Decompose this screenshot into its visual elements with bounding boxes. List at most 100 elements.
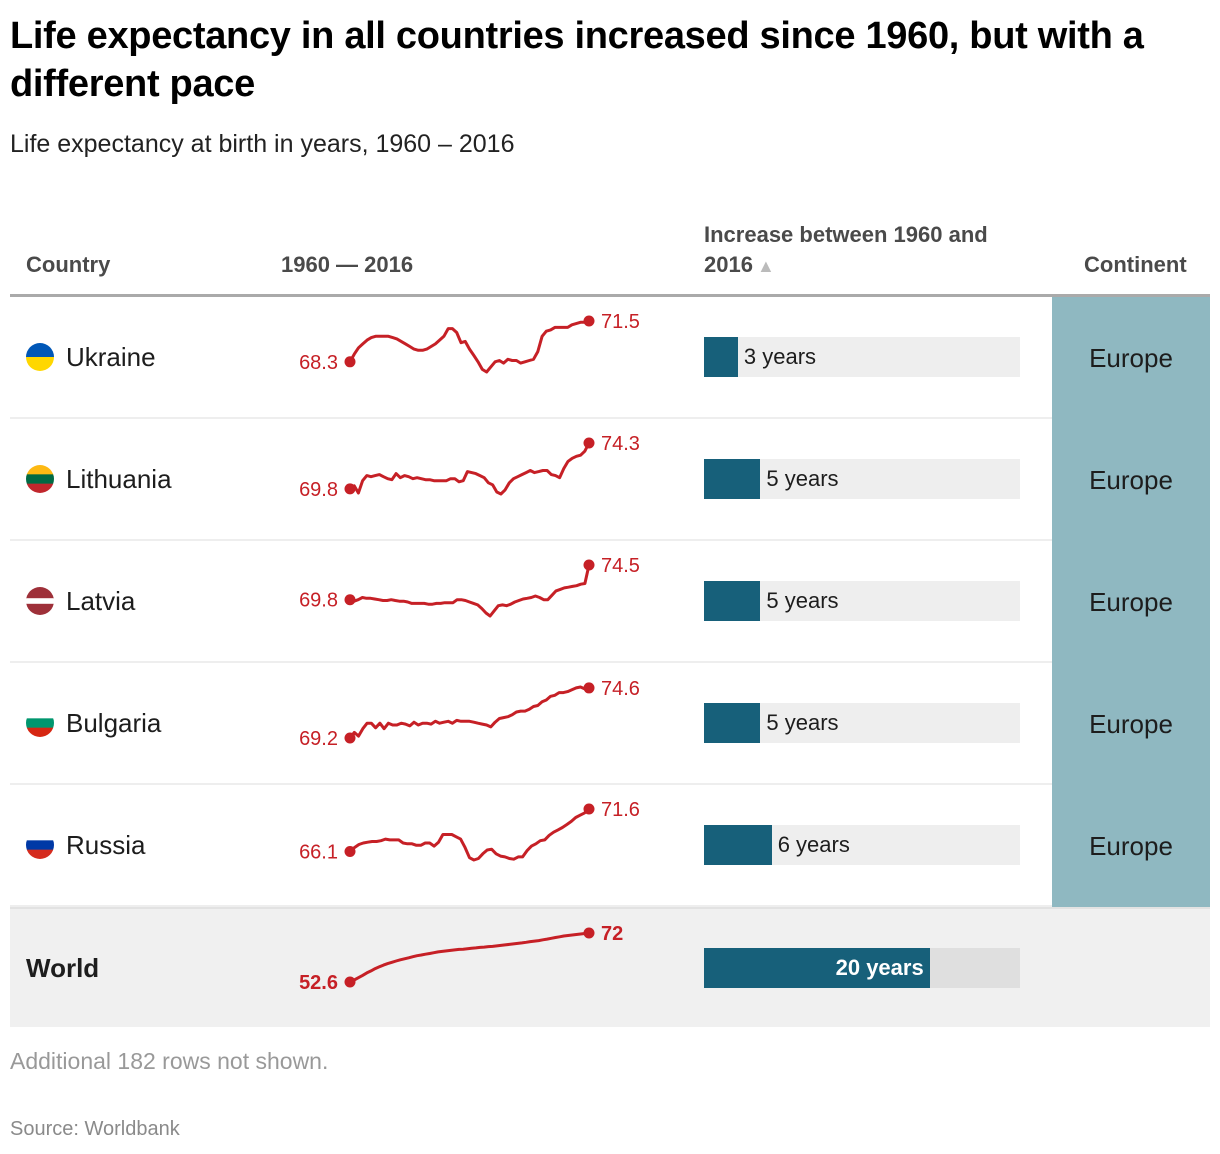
increase-cell: 20 years (704, 909, 1020, 1027)
sort-ascending-icon[interactable]: ▲ (756, 256, 775, 276)
increase-bar-track: 20 years (704, 948, 1020, 988)
increase-bar-track: 3 years (704, 337, 1020, 377)
sparkline-chart: 66.1 71.6 (299, 799, 640, 864)
sparkline-start-label: 69.2 (299, 728, 338, 750)
table-row: Russia 66.1 71.6 6 years Europe (10, 785, 1210, 907)
increase-bar-fill (704, 703, 761, 743)
sparkline-end-label: 71.6 (601, 799, 640, 821)
sparkline-start-label: 69.8 (299, 479, 338, 501)
increase-cell: 6 years (704, 785, 1020, 905)
sparkline-end-point (583, 927, 595, 939)
sparkline-start-point (344, 732, 356, 744)
sparkline-start-point (344, 846, 356, 857)
table-row: Bulgaria 69.2 74.6 5 years Europe (10, 663, 1210, 785)
source-note: Source: Worldbank (10, 1118, 180, 1140)
sparkline-end-point (583, 682, 595, 694)
table-row: Latvia 69.8 74.5 5 years Europe (10, 541, 1210, 663)
table-header: Country 1960 — 2016 Increase between 196… (10, 210, 1210, 297)
increase-value-label: 20 years (835, 955, 924, 980)
increase-value-label: 3 years (743, 344, 817, 369)
country-name: Latvia (66, 585, 136, 616)
sparkline-cell: 52.6 72 (280, 909, 660, 1027)
sparkline-chart: 68.3 71.5 (299, 311, 640, 374)
sparkline-end-point (583, 437, 595, 449)
increase-value-label: 5 years (766, 710, 839, 735)
chart-subtitle: Life expectancy at birth in years, 1960 … (10, 130, 515, 158)
lithuania-flag-icon (26, 465, 54, 493)
header-increase-label: Increase between 1960 and 2016 (704, 222, 988, 277)
sparkline-end-label: 74.3 (601, 433, 640, 455)
header-sparkline[interactable]: 1960 — 2016 (281, 252, 414, 277)
country-name: Ukraine (66, 341, 156, 372)
sparkline-end-point (583, 559, 595, 571)
increase-value-label: 5 years (766, 588, 839, 613)
sparkline-start-label: 69.8 (299, 590, 338, 612)
country-cell: World (26, 909, 99, 1027)
increase-bar-track: 5 years (704, 459, 1020, 499)
sparkline-start-point (344, 976, 356, 988)
increase-cell: 5 years (704, 541, 1020, 661)
russia-flag-icon (26, 831, 54, 859)
sparkline-cell: 66.1 71.6 (280, 785, 660, 905)
header-increase[interactable]: Increase between 1960 and 2016 ▲ (704, 220, 1034, 281)
increase-bar-fill (704, 825, 772, 865)
increase-value-label: 6 years (777, 832, 850, 857)
table-row: Ukraine 68.3 71.5 3 years Europe (10, 297, 1210, 419)
country-name: Russia (66, 829, 146, 860)
sparkline-chart: 69.8 74.3 (299, 433, 640, 501)
sparkline-start-label: 66.1 (299, 842, 338, 864)
continent-cell: Europe (1052, 297, 1210, 419)
data-table: Country 1960 — 2016 Increase between 196… (10, 210, 1210, 1027)
country-name: World (26, 952, 100, 983)
sparkline-cell: 69.8 74.3 (280, 419, 660, 539)
sparkline-end-label: 74.6 (601, 678, 640, 700)
increase-cell: 5 years (704, 419, 1020, 539)
rows-not-shown-note: Additional 182 rows not shown. (10, 1048, 329, 1074)
header-continent[interactable]: Continent (1084, 252, 1187, 277)
increase-bar-track: 5 years (704, 581, 1020, 621)
sparkline-end-label: 71.5 (601, 311, 640, 333)
increase-bar-fill (704, 459, 761, 499)
increase-cell: 3 years (704, 297, 1020, 417)
continent-cell: Europe (1052, 541, 1210, 663)
continent-cell: Europe (1052, 663, 1210, 785)
country-cell: Bulgaria (26, 663, 161, 783)
sparkline-end-point (583, 315, 595, 327)
increase-bar-fill (704, 581, 761, 621)
country-name: Bulgaria (66, 707, 162, 738)
increase-bar-fill (704, 948, 930, 988)
sparkline-end-point (583, 803, 595, 815)
increase-bar-track: 6 years (704, 825, 1020, 865)
sparkline-cell: 68.3 71.5 (280, 297, 660, 417)
increase-bar-track: 5 years (704, 703, 1020, 743)
summary-row-world: World 52.6 72 20 years (10, 907, 1210, 1027)
header-country[interactable]: Country (26, 252, 111, 277)
country-cell: Latvia (26, 541, 135, 661)
sparkline-start-point (344, 483, 356, 495)
country-cell: Lithuania (26, 419, 172, 539)
country-cell: Russia (26, 785, 145, 905)
sparkline-chart: 52.6 72 (299, 923, 623, 994)
continent-cell: Europe (1052, 419, 1210, 541)
sparkline-line (349, 564, 591, 618)
increase-bar-fill (704, 337, 738, 377)
increase-cell: 5 years (704, 663, 1020, 783)
sparkline-chart: 69.2 74.6 (299, 678, 640, 750)
country-name: Lithuania (66, 463, 172, 494)
sparkline-line (349, 807, 590, 862)
latvia-flag-icon (26, 587, 54, 615)
sparkline-cell: 69.2 74.6 (280, 663, 660, 783)
sparkline-start-point (344, 594, 356, 606)
table-row: Lithuania 69.8 74.3 5 years Europe (10, 419, 1210, 541)
bulgaria-flag-icon (26, 709, 54, 737)
chart-title: Life expectancy in all countries increas… (10, 15, 1144, 105)
sparkline-line (348, 685, 590, 739)
continent-cell: Europe (1052, 785, 1210, 907)
sparkline-start-point (344, 356, 356, 368)
country-cell: Ukraine (26, 297, 156, 417)
sparkline-start-label: 68.3 (299, 352, 338, 374)
sparkline-line (349, 931, 590, 984)
sparkline-end-label: 72 (601, 923, 623, 945)
sparkline-start-label: 52.6 (299, 972, 338, 994)
sparkline-cell: 69.8 74.5 (280, 541, 660, 661)
